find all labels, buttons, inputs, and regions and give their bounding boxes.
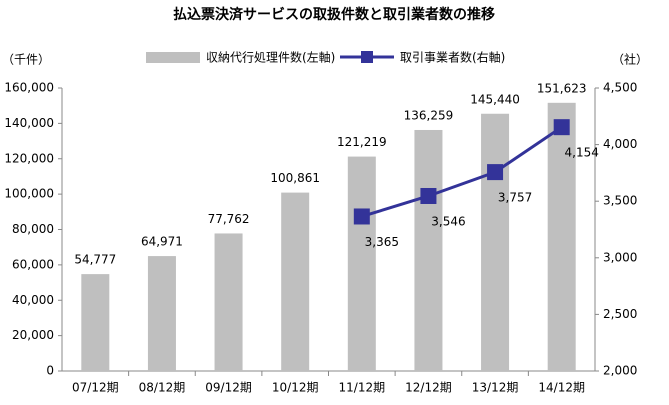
legend-swatch: [361, 51, 373, 63]
y-tick-label: 40,000: [12, 293, 54, 307]
legend-label: 収納代行処理件数(左軸): [206, 50, 335, 65]
bar-value-label: 54,777: [74, 253, 116, 267]
y2-tick-label: 3,500: [603, 194, 637, 208]
line-value-label: 3,546: [431, 214, 465, 228]
x-tick-label: 07/12期: [72, 381, 119, 395]
y2-tick-label: 4,500: [603, 81, 637, 95]
bar: [547, 102, 576, 371]
x-tick-label: 11/12期: [339, 381, 386, 395]
y-tick-label: 0: [46, 364, 54, 378]
bar-value-label: 151,623: [537, 81, 587, 95]
line-marker: [353, 208, 370, 225]
y-tick-label: 60,000: [12, 257, 54, 271]
bar-value-label: 136,259: [404, 108, 454, 122]
x-tick-label: 09/12期: [205, 381, 252, 395]
bar-value-label: 121,219: [337, 135, 387, 149]
bar: [214, 233, 243, 371]
y2-tick-label: 4,000: [603, 137, 637, 151]
bar-value-label: 145,440: [470, 92, 520, 106]
bar-value-label: 64,971: [141, 235, 183, 249]
bar: [81, 274, 110, 371]
y-tick-label: 140,000: [4, 116, 54, 130]
bar: [481, 113, 510, 372]
x-tick-label: 08/12期: [139, 381, 186, 395]
legend-swatch: [146, 52, 200, 63]
legend-label: 取引事業者数(右軸): [400, 50, 505, 65]
line-value-label: 3,757: [498, 191, 532, 205]
y-tick-label: 100,000: [4, 187, 54, 201]
x-tick-label: 10/12期: [272, 381, 319, 395]
line-marker: [487, 164, 504, 181]
y2-tick-label: 3,000: [603, 250, 637, 264]
x-tick-label: 14/12期: [538, 381, 585, 395]
y2-tick-label: 2,500: [603, 307, 637, 321]
line-marker: [553, 119, 570, 136]
line-value-label: 3,365: [365, 235, 399, 249]
y-tick-label: 80,000: [12, 222, 54, 236]
bar: [147, 256, 176, 371]
line: [361, 125, 563, 218]
bar: [414, 129, 443, 371]
line-value-label: 4,154: [565, 146, 599, 160]
bar: [347, 156, 376, 371]
y2-tick-label: 2,000: [603, 364, 637, 378]
chart-title: 払込票決済サービスの取扱件数と取引業者数の推移: [173, 6, 495, 23]
x-tick-label: 12/12期: [405, 381, 452, 395]
y-axis-label: （千件）: [2, 53, 50, 67]
bar-value-label: 100,861: [270, 171, 320, 185]
y-tick-label: 160,000: [4, 81, 54, 95]
y-tick-label: 20,000: [12, 328, 54, 342]
y2-axis-label: （社）: [612, 52, 648, 67]
line-marker: [420, 187, 437, 204]
bar-value-label: 77,762: [208, 212, 250, 226]
y-tick-label: 120,000: [4, 151, 54, 165]
x-tick-label: 13/12期: [472, 381, 519, 395]
bar: [281, 192, 310, 371]
